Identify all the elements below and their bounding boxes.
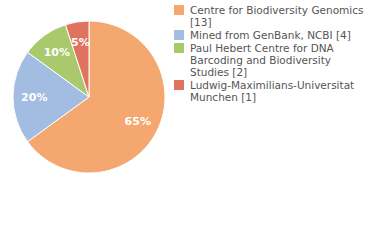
svg-text:20%: 20% [21,91,47,104]
html-text:Mined from GenBank, NCBI [4]: Mined from GenBank, NCBI [4] [190,29,351,41]
svg-text:5%: 5% [71,36,90,49]
html-text:Centre for Biodiversity Genomi: Centre for Biodiversity Genomics [13] [190,4,364,28]
html-text:Paul Hebert Centre for DNA Bar: Paul Hebert Centre for DNA Barcoding and… [190,42,334,78]
svg-text:65%: 65% [125,115,151,128]
html-text:Ludwig-Maximilians-Universitat: Ludwig-Maximilians-Universitat Munchen [… [190,79,355,103]
svg-text:10%: 10% [44,46,70,59]
